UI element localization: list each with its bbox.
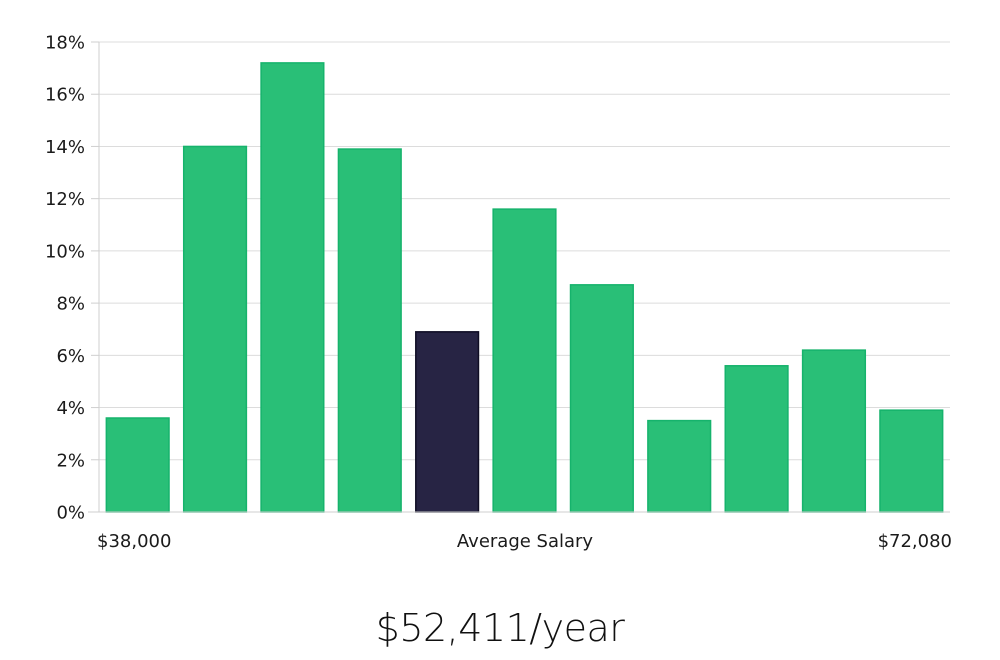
- bar: [879, 409, 944, 513]
- bar: [492, 208, 557, 513]
- bar: [647, 419, 712, 513]
- bar: [724, 365, 789, 513]
- y-tick-label: 6%: [56, 346, 85, 367]
- y-tick-label: 2%: [56, 450, 85, 471]
- bar: [182, 145, 248, 513]
- y-tick-label: 16%: [45, 85, 85, 106]
- y-tick-label: 4%: [56, 398, 85, 419]
- x-label-average: Average Salary: [457, 531, 594, 552]
- bar: [569, 284, 634, 513]
- bar: [105, 417, 170, 513]
- bars: [105, 62, 944, 513]
- salary-histogram: 0% 2% 4% 6% 8% 10% 12% 14% 16% 18% $38,000 Averag…: [45, 33, 952, 553]
- y-tick-label: 8%: [56, 294, 85, 315]
- bar: [337, 148, 402, 513]
- x-label-max: $72,080: [878, 531, 952, 552]
- y-axis-ticks: 0% 2% 4% 6% 8% 10% 12% 14% 16% 18%: [45, 33, 99, 524]
- bar: [801, 349, 867, 513]
- y-tick-label: 18%: [45, 33, 85, 54]
- y-tick-label: 0%: [56, 503, 85, 524]
- bar-average-highlight: [415, 331, 480, 513]
- bar: [260, 62, 325, 513]
- x-label-min: $38,000: [97, 531, 171, 552]
- average-salary-value: $52,411/year: [375, 606, 625, 650]
- y-tick-label: 14%: [45, 137, 85, 158]
- y-tick-label: 10%: [45, 241, 85, 262]
- y-tick-label: 12%: [45, 189, 85, 210]
